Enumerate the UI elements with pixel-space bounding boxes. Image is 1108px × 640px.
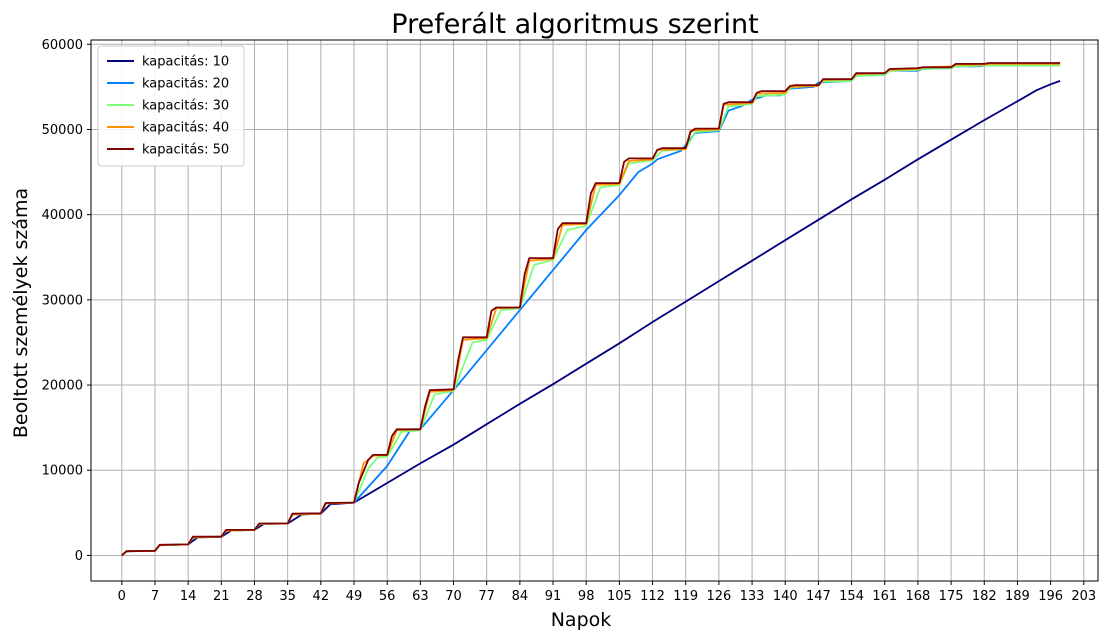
x-tick-label: 105 [607,589,632,604]
x-tick-label: 91 [545,589,562,604]
x-tick-label: 154 [839,589,864,604]
y-tick-label: 60000 [42,38,83,53]
y-tick-label: 20000 [42,379,83,394]
y-tick-label: 40000 [42,208,83,223]
x-tick-label: 119 [673,589,698,604]
x-tick-label: 161 [872,589,897,604]
series-line-kapacitas-50 [121,62,1061,557]
series-lines [121,62,1061,557]
legend-label: kapacitás: 10 [142,55,229,70]
x-axis: 0 7 14 21 28 35 42 49 56 63 70 77 84 91 98 105 112 119 126… [118,581,1096,604]
legend-box [97,45,245,167]
series-line-kapacitas-20 [121,64,1061,557]
legend-label: kapacitás: 30 [142,99,229,114]
x-tick-label: 49 [346,589,363,604]
plot-frame [90,39,1099,582]
legend-label: kapacitás: 40 [142,121,229,136]
y-axis: 0 10000 20000 30000 40000 50000 60000 [42,38,91,564]
x-tick-label: 28 [246,589,263,604]
x-tick-label: 182 [972,589,997,604]
x-tick-label: 35 [279,589,296,604]
x-tick-label: 7 [151,589,159,604]
legend-label: kapacitás: 50 [142,143,229,158]
x-tick-label: 196 [1038,589,1063,604]
x-tick-label: 63 [412,589,429,604]
legend: kapacitás: 10 kapacitás: 20 kapacitás: 30 k… [97,45,245,167]
x-tick-label: 126 [706,589,731,604]
series-line-kapacitas-40 [121,63,1061,557]
y-tick-label: 10000 [42,464,83,479]
legend-label: kapacitás: 20 [142,77,229,92]
x-tick-label: 112 [640,589,665,604]
x-tick-label: 21 [213,589,230,604]
x-tick-label: 133 [740,589,765,604]
x-axis-label: Napok [551,609,612,631]
y-axis-label: Beoltott személyek száma [10,188,32,438]
x-tick-label: 175 [939,589,964,604]
y-tick-label: 50000 [42,123,83,138]
x-tick-label: 140 [773,589,798,604]
x-tick-label: 56 [379,589,396,604]
series-line-kapacitas-10 [121,80,1061,557]
chart-title: Preferált algoritmus szerint [391,9,758,40]
x-tick-label: 84 [512,589,529,604]
x-tick-label: 168 [906,589,931,604]
x-tick-label: 42 [313,589,330,604]
y-tick-label: 0 [75,549,83,564]
x-tick-label: 189 [1005,589,1030,604]
y-tick-label: 30000 [42,293,83,308]
x-tick-label: 203 [1071,589,1096,604]
x-tick-label: 77 [478,589,495,604]
x-tick-label: 98 [578,589,595,604]
x-tick-label: 14 [180,589,197,604]
x-tick-label: 147 [806,589,831,604]
x-tick-label: 70 [445,589,462,604]
series-line-kapacitas-30 [121,64,1061,557]
x-tick-label: 0 [118,589,126,604]
